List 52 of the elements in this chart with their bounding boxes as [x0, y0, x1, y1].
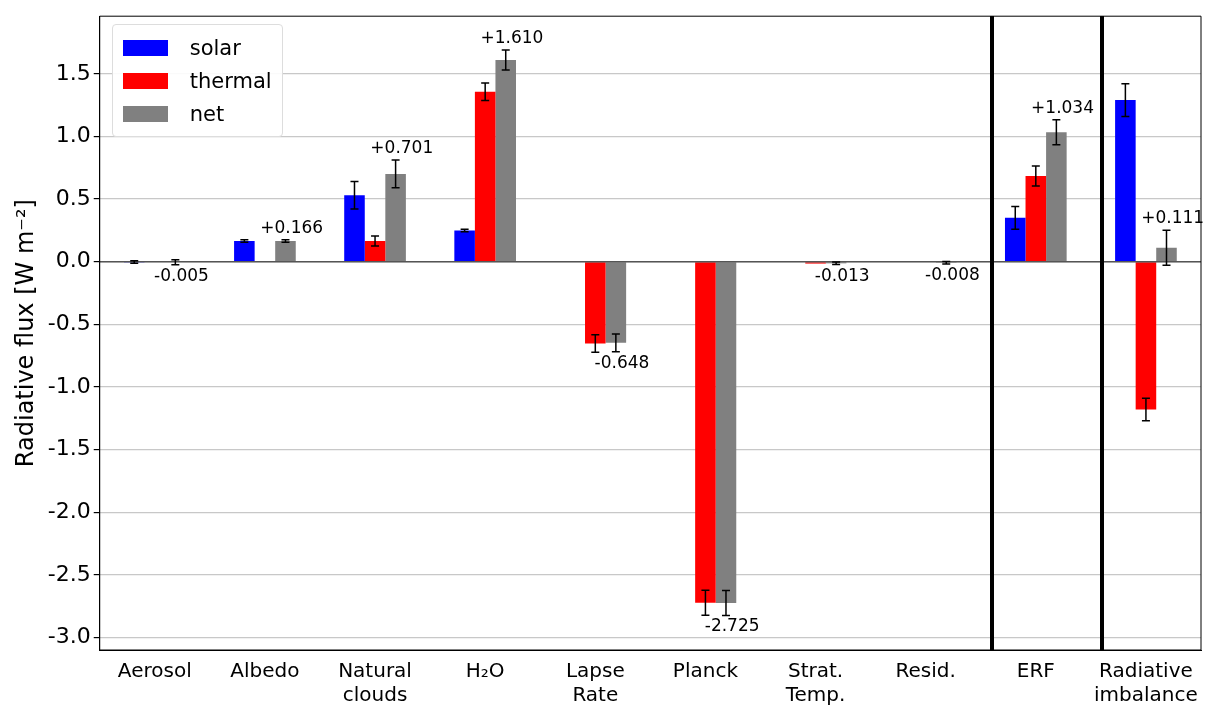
legend-label: thermal	[189, 68, 272, 93]
bar	[1135, 262, 1157, 410]
bar	[275, 240, 296, 262]
bar	[385, 173, 406, 262]
bar	[585, 262, 606, 344]
y-tick-label: 1.0	[55, 122, 91, 148]
y-tick-label: -2.0	[47, 497, 91, 523]
data-label: -0.008	[925, 263, 980, 284]
data-label: +0.701	[370, 137, 434, 158]
bar	[364, 240, 386, 262]
x-tick-label: Lapse Rate	[565, 658, 625, 707]
bar	[1025, 176, 1047, 262]
data-label: +0.111	[1141, 207, 1205, 228]
data-label: -0.013	[814, 264, 870, 285]
y-tick-label: -3.0	[47, 623, 91, 649]
bar	[234, 240, 255, 262]
bar	[1115, 100, 1136, 262]
bar	[454, 230, 475, 262]
bar	[1046, 132, 1067, 262]
bar	[1156, 247, 1177, 262]
bar	[715, 262, 737, 604]
bar	[695, 262, 716, 603]
data-label: -2.725	[704, 615, 760, 636]
y-tick-label: 1.5	[55, 59, 91, 85]
data-label: -0.648	[594, 351, 650, 372]
x-tick-label: Resid.	[895, 658, 956, 683]
bar	[605, 262, 627, 343]
x-tick-label: Albedo	[230, 658, 300, 683]
y-tick-label: -1.5	[47, 435, 91, 461]
bar	[474, 91, 496, 262]
legend-label: solar	[189, 35, 241, 60]
y-tick-label: 0.0	[55, 247, 91, 273]
y-tick-label: -2.5	[47, 560, 91, 586]
data-label: -0.005	[154, 264, 209, 285]
y-tick-label: -0.5	[47, 310, 91, 336]
data-label: +1.034	[1031, 96, 1094, 117]
legend-label: net	[189, 101, 225, 126]
y-tick-label: -1.0	[47, 372, 91, 398]
bar	[495, 60, 517, 262]
x-tick-label: Planck	[672, 658, 739, 683]
bar	[344, 195, 365, 262]
data-label: +0.166	[260, 216, 324, 237]
x-tick-label: Radiative imbalance	[1094, 658, 1198, 707]
x-tick-label: H₂O	[465, 658, 505, 683]
x-tick-label: ERF	[1016, 658, 1055, 683]
x-tick-label: Aerosol	[117, 658, 192, 683]
data-label: +1.610	[480, 26, 544, 47]
x-tick-label: Strat. Temp.	[784, 658, 846, 707]
y-axis-title: Radiative flux [W m⁻²]	[10, 199, 39, 468]
y-tick-label: 0.5	[55, 184, 91, 210]
x-tick-label: Natural clouds	[338, 658, 412, 707]
bar	[1004, 217, 1026, 262]
